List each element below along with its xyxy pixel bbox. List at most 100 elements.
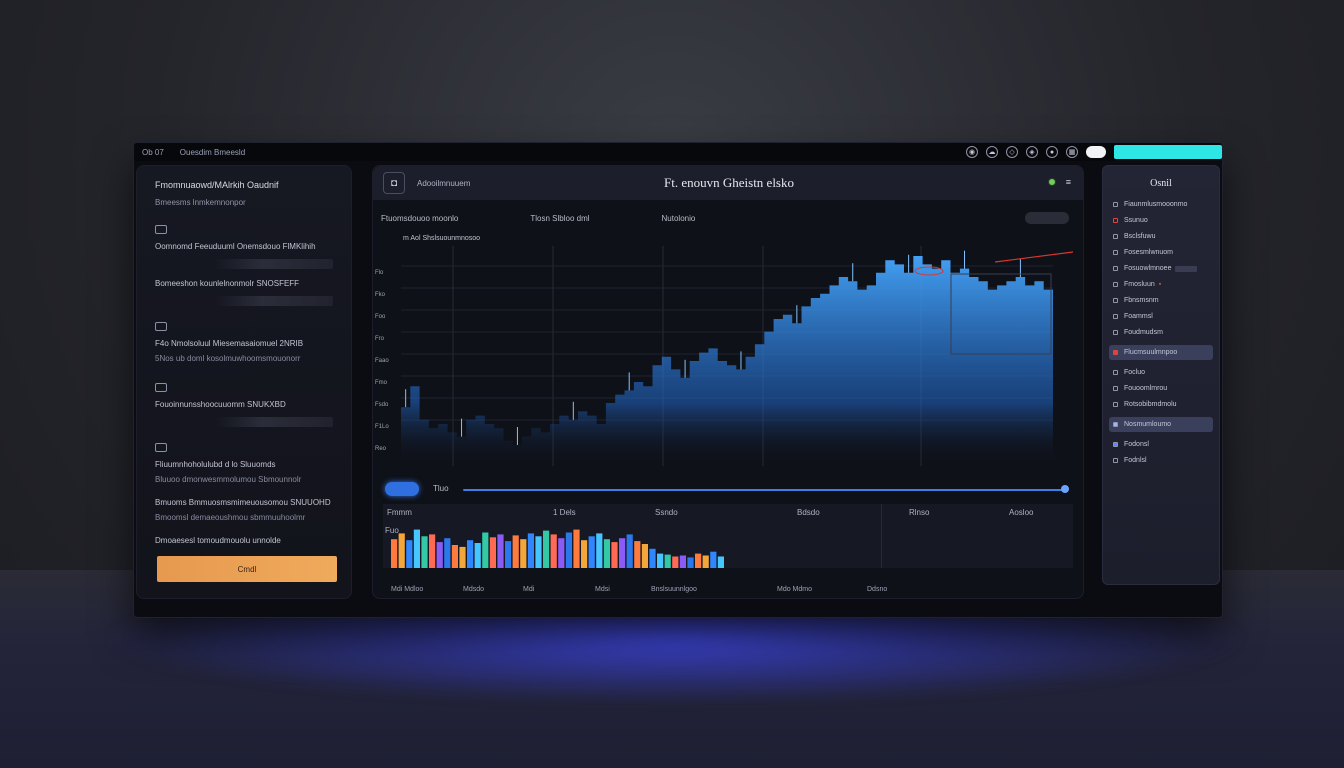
footer-item[interactable]: Mdo Mdmo bbox=[777, 586, 813, 593]
histogram-bar bbox=[497, 534, 504, 568]
histogram-chart bbox=[391, 529, 724, 568]
filter-pill[interactable] bbox=[1025, 212, 1069, 224]
list-item[interactable]: Fliuumnhoholulubd d lo Sluuomds bbox=[155, 460, 276, 469]
list-item[interactable]: Bmuoms Bmmuosmsmimeuousomou SNUUOHD bbox=[155, 498, 331, 507]
histogram-bar bbox=[550, 534, 557, 568]
histogram-bar bbox=[429, 534, 436, 568]
breadcrumb[interactable]: Adooilmnuuem bbox=[417, 178, 471, 188]
right-list-item-selected[interactable]: Nosmumloumo bbox=[1109, 417, 1213, 432]
card-icon bbox=[155, 225, 167, 234]
shield-icon[interactable]: ◇ bbox=[1006, 146, 1018, 158]
footer-item[interactable]: Mdi bbox=[523, 586, 535, 593]
right-list-item[interactable]: Fiaunmlusmooonmo bbox=[1113, 201, 1209, 208]
right-list-item-selected[interactable]: Flucmsuulmnpoo bbox=[1109, 345, 1213, 360]
primary-action-button[interactable]: Cmdl bbox=[157, 556, 337, 582]
list-item[interactable]: Fouoinnunsshoocuuomm SNUKXBD bbox=[155, 400, 286, 409]
menu-icon[interactable]: ≡ bbox=[1065, 177, 1071, 187]
y-tick-label: Foo bbox=[375, 314, 386, 320]
right-panel: Osnil Fiaunmlusmooonmo Ssunuo Bsclsfuwu … bbox=[1102, 165, 1220, 585]
histogram-bar bbox=[664, 554, 671, 568]
cloud-icon[interactable]: ☁ bbox=[986, 146, 998, 158]
tab-1[interactable]: Tlosn Slbloo dml bbox=[530, 214, 590, 223]
tab-2[interactable]: Nutolonio bbox=[661, 214, 696, 223]
histogram-bar bbox=[702, 555, 709, 568]
list-item[interactable]: Dmoaesesl tomoudmouolu unnolde bbox=[155, 536, 281, 545]
histogram-bar bbox=[398, 533, 405, 568]
list-item-sub: Bluuoo dmonwesmmolumou Sbmounnolr bbox=[155, 475, 302, 484]
right-list-item[interactable]: Fosuowlmnoee bbox=[1113, 265, 1209, 272]
accent-tab[interactable] bbox=[1114, 145, 1222, 159]
selection-box[interactable] bbox=[950, 273, 1052, 355]
divider bbox=[215, 417, 333, 427]
footer-item[interactable]: Ddsno bbox=[867, 586, 888, 593]
histogram-bar bbox=[626, 534, 633, 568]
histogram-bar bbox=[603, 539, 610, 568]
right-list-item[interactable]: Foudmudsm bbox=[1113, 329, 1209, 336]
footer-item[interactable]: Mdsi bbox=[595, 586, 610, 593]
profile-toggle[interactable] bbox=[1086, 146, 1106, 158]
histogram-bar bbox=[482, 532, 489, 568]
user-icon[interactable]: ● bbox=[1046, 146, 1058, 158]
card-icon bbox=[155, 322, 167, 331]
y-tick-label: Fko bbox=[375, 292, 386, 298]
footer-item[interactable]: Mdi Mdloo bbox=[391, 586, 424, 593]
right-list-item[interactable]: Fodnlsl bbox=[1113, 457, 1209, 464]
checkbox-icon bbox=[1113, 218, 1118, 223]
histogram-bar bbox=[459, 546, 466, 568]
eye-icon[interactable]: ◉ bbox=[966, 146, 978, 158]
checkbox-icon bbox=[1113, 298, 1118, 303]
right-list-item[interactable]: Focluo bbox=[1113, 369, 1209, 376]
monitor-screen: Ob 07 Ouesdim Bmeesld ◉ ☁ ◇ ◈ ● ▦ Fmomnu… bbox=[133, 142, 1223, 618]
header-actions: ≡ bbox=[1047, 177, 1071, 187]
shield-icon[interactable]: ◈ bbox=[1026, 146, 1038, 158]
y-tick-label: Faao bbox=[375, 358, 389, 364]
list-item[interactable]: F4o Nmolsoluul Miesemasaiomuel 2NRIB bbox=[155, 339, 304, 348]
histogram-bar bbox=[527, 533, 534, 568]
right-list-item[interactable]: Fodonsl bbox=[1113, 441, 1209, 448]
histogram-header: 1 Dels bbox=[553, 508, 576, 517]
play-button[interactable] bbox=[385, 482, 419, 496]
checkbox-icon bbox=[1113, 314, 1118, 319]
histogram-bar bbox=[588, 536, 595, 568]
center-header: ◘ Adooilmnuuem Ft. enouvn Gheistn elsko … bbox=[373, 166, 1083, 200]
column-divider bbox=[881, 504, 882, 568]
slider-handle[interactable] bbox=[1061, 485, 1069, 493]
histogram-bar bbox=[596, 533, 603, 568]
right-list-item[interactable]: Fbnsmsnm bbox=[1113, 297, 1209, 304]
histogram-header: Ssndo bbox=[655, 508, 678, 517]
footer-item[interactable]: Mdsdo bbox=[463, 586, 485, 593]
divider bbox=[215, 296, 333, 306]
highlight-marker bbox=[914, 266, 944, 276]
right-list-item[interactable]: Bsclsfuwu bbox=[1113, 233, 1209, 240]
histogram-bar bbox=[649, 548, 656, 568]
tab-0[interactable]: Ftuomsdouoo moonlo bbox=[381, 214, 459, 223]
grid-icon[interactable]: ▦ bbox=[1066, 146, 1078, 158]
slider-track[interactable] bbox=[463, 489, 1063, 491]
y-tick-label: F1Lo bbox=[375, 424, 389, 430]
right-list-item[interactable]: Fouoomlmrou bbox=[1113, 385, 1209, 392]
page-title: Ft. enouvn Gheistn elsko bbox=[664, 175, 794, 190]
list-item[interactable]: Bomeeshon kounlelnonmolr SNOSFEFF bbox=[155, 279, 300, 288]
value-bar bbox=[1175, 265, 1198, 272]
right-list-item[interactable]: Ssunuo bbox=[1113, 217, 1209, 224]
right-list-item[interactable]: Fosesmlwnuom bbox=[1113, 249, 1209, 256]
footer-row: Mdi Mdloo Mdsdo Mdi Mdsi Bnslsuunnlgoo M… bbox=[391, 586, 927, 593]
checkbox-icon bbox=[1113, 442, 1118, 447]
time-slider: Tluo bbox=[385, 482, 1075, 498]
footer-item[interactable]: Bnslsuunnlgoo bbox=[651, 586, 697, 593]
slider-label: Tluo bbox=[433, 484, 449, 493]
histogram-header: Bdsdo bbox=[797, 508, 820, 517]
checkbox-icon bbox=[1113, 422, 1118, 427]
camera-icon[interactable]: ◘ bbox=[383, 172, 405, 194]
right-list-item[interactable]: Foammsl bbox=[1113, 313, 1209, 320]
left-panel-title: Fmomnuaowd/MAlrkih Oaudnif bbox=[155, 180, 279, 190]
checkbox-icon bbox=[1113, 386, 1118, 391]
y-tick-label: Fmo bbox=[375, 380, 388, 386]
histogram-bar bbox=[444, 538, 451, 568]
histogram-bar bbox=[406, 540, 413, 568]
histogram-bar bbox=[619, 538, 626, 568]
checkbox-icon bbox=[1113, 402, 1118, 407]
right-list-item[interactable]: Fmosluun ▪ bbox=[1113, 281, 1209, 288]
right-list-item[interactable]: Rotsobibmdmolu bbox=[1113, 401, 1209, 408]
checkbox-icon bbox=[1113, 330, 1118, 335]
